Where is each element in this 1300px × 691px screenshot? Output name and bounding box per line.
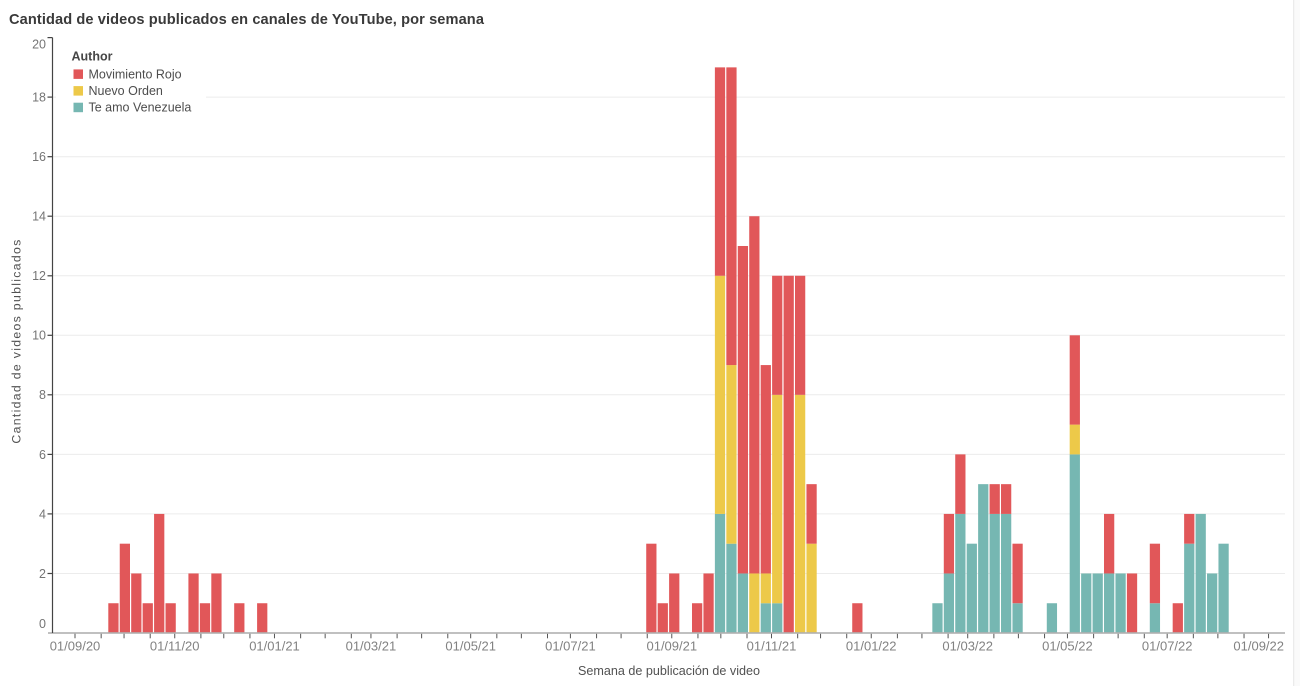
svg-text:2: 2	[39, 567, 46, 581]
svg-text:01/11/20: 01/11/20	[150, 639, 200, 654]
svg-text:Te amo Venezuela: Te amo Venezuela	[89, 101, 192, 115]
svg-text:10: 10	[32, 329, 46, 343]
svg-text:6: 6	[39, 448, 46, 462]
svg-text:01/09/22: 01/09/22	[1233, 639, 1284, 654]
svg-text:20: 20	[32, 37, 46, 51]
svg-text:12: 12	[32, 269, 46, 283]
svg-text:01/03/22: 01/03/22	[942, 639, 993, 654]
svg-text:Semana de publicación de video: Semana de publicación de video	[578, 664, 760, 678]
svg-text:Author: Author	[72, 50, 113, 64]
svg-text:14: 14	[32, 210, 46, 224]
svg-text:01/11/21: 01/11/21	[747, 639, 797, 654]
svg-text:4: 4	[39, 507, 46, 521]
svg-text:16: 16	[32, 150, 46, 164]
svg-text:01/07/22: 01/07/22	[1142, 639, 1193, 654]
svg-text:01/09/21: 01/09/21	[646, 639, 697, 654]
svg-text:01/03/21: 01/03/21	[346, 639, 397, 654]
svg-text:18: 18	[32, 91, 46, 105]
svg-text:Cantidad de videos publicados: Cantidad de videos publicados	[10, 238, 24, 443]
svg-text:Movimiento Rojo: Movimiento Rojo	[89, 67, 182, 81]
svg-text:01/07/21: 01/07/21	[545, 639, 596, 654]
svg-text:01/05/22: 01/05/22	[1042, 639, 1093, 654]
svg-text:Cantidad de videos publicados: Cantidad de videos publicados en canales…	[9, 12, 485, 28]
svg-text:01/05/21: 01/05/21	[445, 639, 496, 654]
svg-text:Nuevo Orden: Nuevo Orden	[89, 84, 163, 98]
svg-text:8: 8	[39, 388, 46, 402]
svg-text:01/01/21: 01/01/21	[249, 639, 300, 654]
svg-text:0: 0	[39, 617, 46, 631]
svg-text:01/01/22: 01/01/22	[846, 639, 897, 654]
svg-text:01/09/20: 01/09/20	[50, 639, 101, 654]
